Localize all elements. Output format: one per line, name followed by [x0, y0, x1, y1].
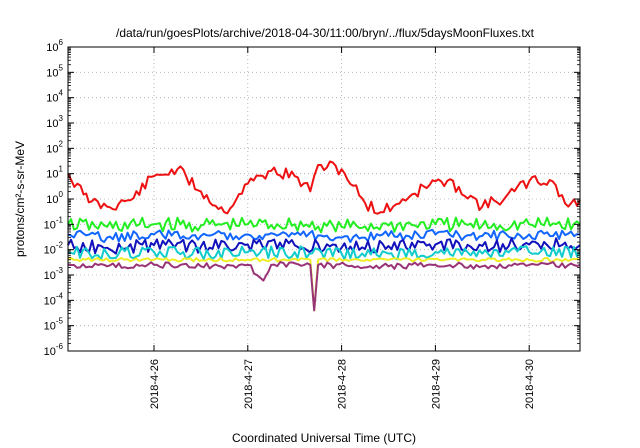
y-tick-label: 102 — [46, 139, 63, 155]
y-tick-base: 10 — [44, 346, 56, 358]
y-tick-exponent: -4 — [56, 291, 64, 300]
x-tick-label: 2018-4-28 — [337, 359, 349, 409]
y-tick-label: 10-4 — [44, 291, 64, 307]
y-tick-label: 101 — [46, 165, 63, 181]
x-tick-label: 2018-4-26 — [149, 359, 161, 409]
y-tick-label: 103 — [46, 114, 63, 130]
y-tick-base: 10 — [46, 194, 58, 206]
y-tick-label: 100 — [46, 190, 63, 206]
y-tick-exponent: -3 — [56, 266, 64, 275]
x-tick-label: 2018-4-29 — [430, 359, 442, 409]
y-tick-exponent: 0 — [59, 190, 64, 199]
y-tick-base: 10 — [44, 245, 56, 257]
y-tick-label: 10-5 — [44, 317, 64, 333]
y-tick-base: 10 — [44, 295, 56, 307]
x-axis-title: Coordinated Universal Time (UTC) — [232, 431, 416, 445]
series-line-2 — [67, 216, 581, 234]
y-tick-exponent: 2 — [59, 139, 64, 148]
y-tick-exponent: -6 — [56, 342, 64, 351]
y-tick-exponent: -1 — [56, 215, 64, 224]
y-tick-exponent: 3 — [59, 114, 64, 123]
y-tick-base: 10 — [46, 93, 58, 105]
y-tick-base: 10 — [44, 270, 56, 282]
series-line-7 — [67, 261, 581, 312]
y-tick-exponent: -2 — [56, 241, 64, 250]
y-axis-title: protons/cm²-s-sr-MeV — [13, 141, 27, 257]
y-tick-exponent: 4 — [59, 89, 64, 98]
x-tick-label: 2018-4-27 — [243, 359, 255, 409]
y-tick-base: 10 — [44, 219, 56, 231]
y-tick-exponent: 6 — [59, 38, 64, 47]
y-tick-exponent: -5 — [56, 317, 64, 326]
y-tick-base: 10 — [46, 118, 58, 130]
y-tick-label: 105 — [46, 63, 63, 79]
series-line-1 — [67, 160, 581, 215]
y-tick-base: 10 — [46, 67, 58, 79]
y-tick-base: 10 — [44, 321, 56, 333]
series-line-3 — [67, 228, 581, 244]
y-tick-label: 10-6 — [44, 342, 64, 358]
y-tick-base: 10 — [46, 143, 58, 155]
y-tick-label: 10-3 — [44, 266, 64, 282]
y-tick-label: 106 — [46, 38, 63, 54]
y-tick-base: 10 — [46, 42, 58, 54]
series-line-6 — [67, 257, 581, 312]
x-axis-ticks: 2018-4-26 2018-4-27 2018-4-28 2018-4-29 2018… — [149, 47, 536, 409]
chart-title: /data/run/goesPlots/archive/2018-04-30/1… — [116, 26, 535, 40]
y-axis-ticks: 10-610-510-410-310-210-11001011021031041… — [44, 38, 580, 358]
y-tick-label: 10-1 — [44, 215, 64, 231]
y-tick-label: 104 — [46, 89, 63, 105]
y-tick-exponent: 5 — [59, 63, 64, 72]
y-tick-label: 10-2 — [44, 241, 64, 257]
series-group — [67, 160, 581, 312]
y-tick-exponent: 1 — [59, 165, 64, 174]
y-tick-base: 10 — [46, 169, 58, 181]
series-line-4 — [67, 237, 581, 255]
x-tick-label: 2018-4-30 — [524, 359, 536, 409]
